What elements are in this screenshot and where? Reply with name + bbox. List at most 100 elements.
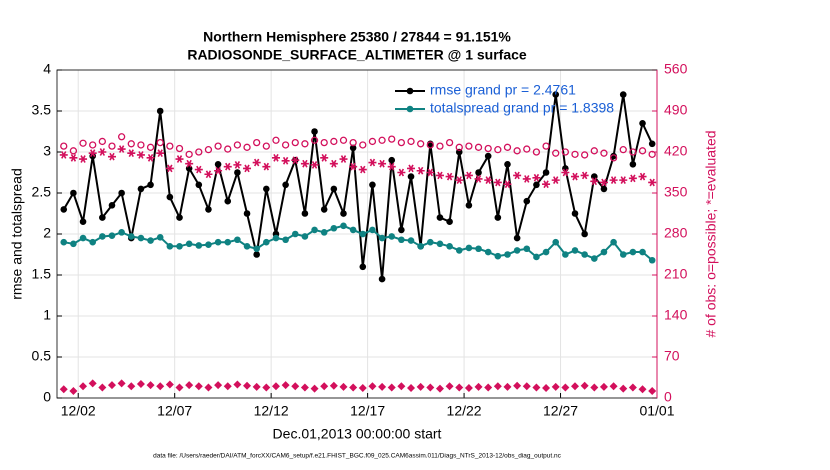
data-point — [69, 153, 78, 162]
data-point — [79, 155, 88, 163]
data-point — [619, 384, 628, 393]
data-point — [609, 382, 618, 391]
data-point — [214, 161, 222, 168]
data-point — [407, 137, 415, 146]
data-point — [436, 214, 444, 221]
chart-title: RADIOSONDE_SURFACE_ALTIMETER @ 1 surface — [187, 47, 527, 63]
data-point — [339, 155, 348, 163]
data-point — [291, 230, 299, 238]
data-point — [368, 137, 377, 146]
y-tick-label: 4 — [43, 61, 51, 77]
y-tick-label: 3.5 — [32, 102, 52, 118]
x-tick-label: 01/01 — [639, 403, 674, 419]
data-point — [359, 263, 367, 271]
data-point — [493, 382, 502, 391]
legend-marker — [406, 105, 414, 113]
data-point — [176, 214, 183, 221]
data-point — [70, 240, 77, 248]
data-point — [329, 381, 338, 390]
data-point — [629, 161, 637, 168]
data-point — [243, 164, 252, 173]
data-point — [619, 176, 628, 184]
data-point — [214, 142, 222, 150]
data-point — [358, 384, 367, 393]
data-point — [648, 178, 657, 187]
data-point — [542, 384, 551, 393]
data-point — [600, 248, 608, 256]
data-point — [600, 185, 608, 193]
data-point — [465, 202, 473, 209]
data-point — [522, 382, 531, 391]
data-point — [484, 248, 492, 256]
data-point — [301, 233, 309, 240]
x-tick-label: 12/07 — [157, 403, 192, 419]
y-tick-label: 1 — [43, 307, 51, 323]
data-point — [99, 214, 106, 221]
data-point — [300, 159, 309, 168]
data-point — [340, 222, 347, 230]
data-point — [599, 382, 608, 391]
data-point — [330, 185, 338, 193]
data-point — [446, 218, 453, 225]
data-point — [311, 226, 318, 234]
chart-title: Northern Hemisphere 25380 / 27844 = 91.1… — [203, 29, 511, 45]
data-point — [551, 382, 560, 391]
data-point — [301, 140, 309, 148]
y2-tick-label: 70 — [664, 348, 680, 364]
data-point — [474, 382, 483, 391]
data-point — [146, 381, 155, 390]
data-point — [117, 379, 126, 388]
data-point — [146, 143, 155, 151]
data-point — [175, 144, 184, 153]
data-point — [127, 140, 135, 148]
data-point — [445, 172, 454, 181]
y-tick-label: 3 — [43, 143, 51, 159]
data-point — [59, 151, 68, 159]
data-point — [185, 150, 193, 158]
data-point — [117, 133, 126, 141]
data-point — [252, 382, 261, 391]
data-point — [513, 381, 522, 390]
data-point — [214, 166, 223, 175]
data-point — [638, 172, 647, 181]
data-point — [552, 238, 560, 246]
x-tick-label: 12/02 — [61, 403, 96, 419]
data-point — [387, 162, 396, 171]
legend-label: totalspread grand pr = 1.8398 — [430, 100, 614, 116]
data-point — [465, 142, 473, 150]
data-point — [349, 144, 357, 152]
data-point — [310, 161, 319, 169]
data-point — [426, 141, 434, 149]
data-point — [320, 382, 329, 391]
data-point — [243, 210, 251, 217]
data-point — [388, 156, 396, 164]
y2-tick-label: 210 — [664, 266, 688, 282]
data-point — [474, 175, 483, 183]
data-point — [638, 147, 647, 155]
data-point — [320, 138, 328, 147]
data-point — [69, 386, 78, 395]
data-point — [166, 142, 174, 150]
data-point — [310, 384, 319, 393]
data-point — [464, 171, 473, 180]
data-point — [136, 379, 145, 388]
data-point — [291, 156, 300, 165]
data-point — [224, 145, 232, 153]
data-point — [435, 384, 444, 393]
data-point — [98, 137, 106, 146]
data-point — [552, 91, 560, 98]
data-point — [223, 162, 232, 171]
legend-marker — [406, 87, 414, 95]
data-point — [581, 151, 589, 159]
data-point — [60, 206, 68, 213]
data-point — [629, 148, 637, 156]
data-point — [156, 107, 164, 115]
data-point — [513, 171, 522, 180]
data-point — [542, 169, 550, 176]
data-point — [571, 150, 579, 158]
data-point — [185, 381, 194, 390]
data-point — [79, 139, 87, 147]
data-point — [504, 161, 511, 168]
